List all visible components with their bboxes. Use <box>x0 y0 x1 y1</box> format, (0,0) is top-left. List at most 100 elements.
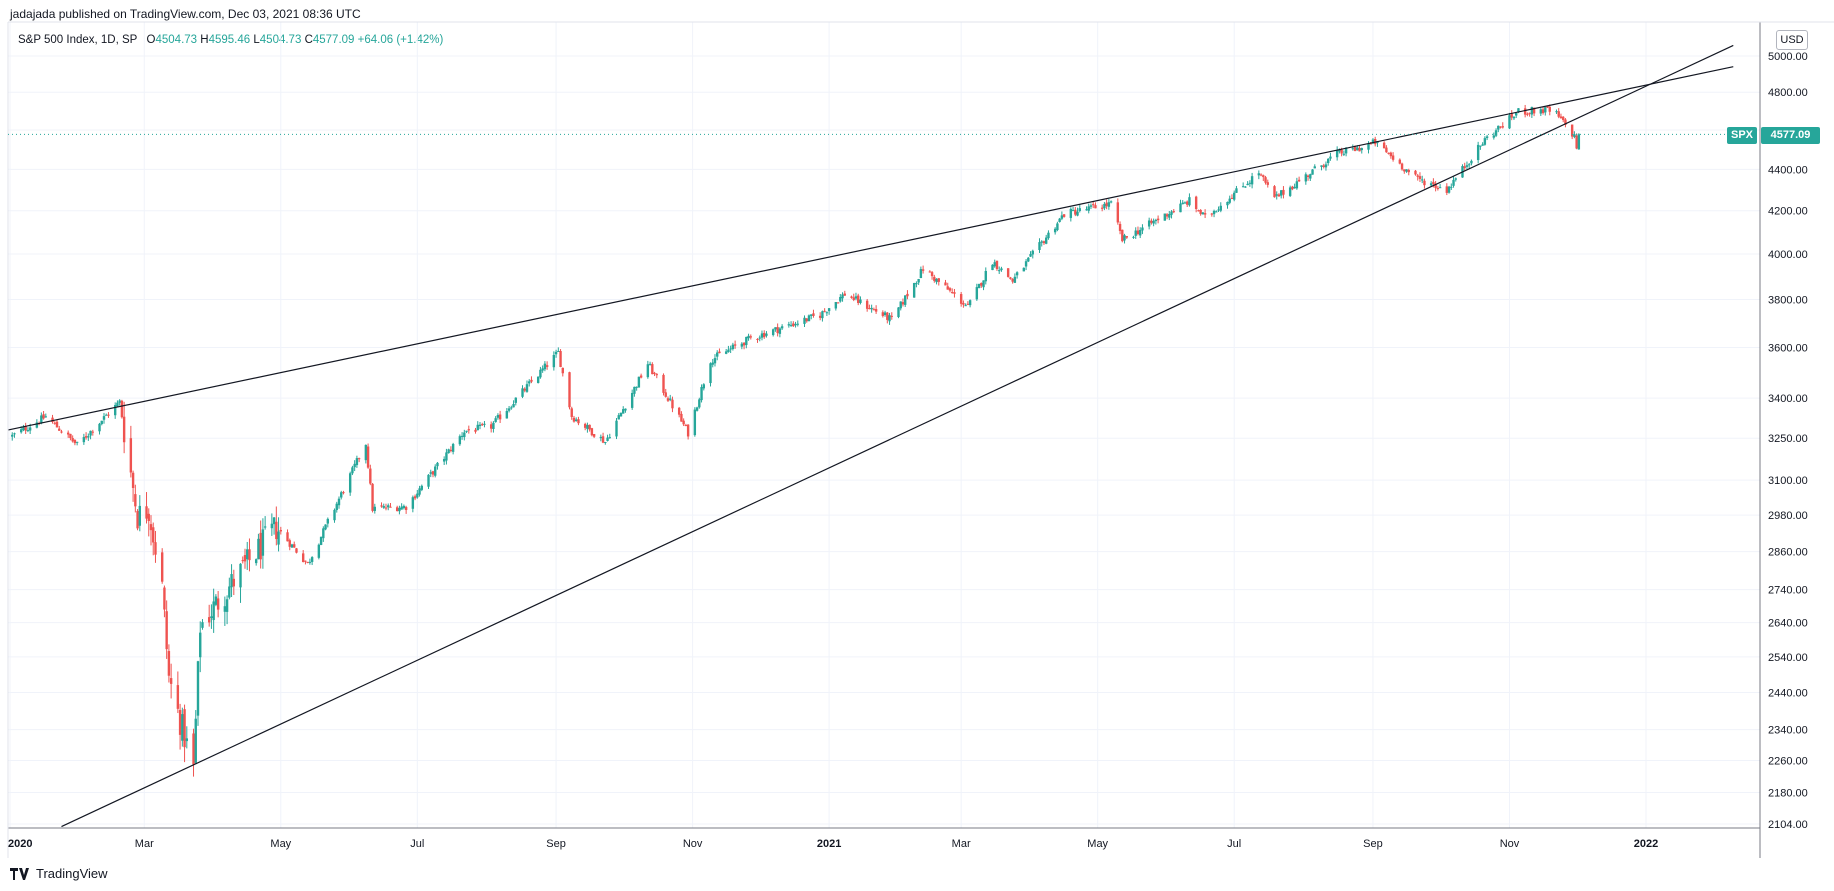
candle-body <box>418 488 421 495</box>
candle-body <box>1123 235 1126 241</box>
candle-body <box>1523 108 1527 115</box>
candle-body <box>917 279 920 283</box>
candle-body <box>899 301 902 309</box>
candle-body <box>561 367 564 374</box>
candle-body <box>1188 197 1191 206</box>
candle-body <box>933 276 936 281</box>
candle-body <box>953 292 956 294</box>
candle-body <box>1118 223 1122 231</box>
candle-body <box>183 709 186 748</box>
candle-body <box>340 492 343 498</box>
candle-body <box>702 384 705 389</box>
candle-body <box>489 424 493 429</box>
candle-body <box>1342 153 1346 155</box>
candle-body <box>382 506 385 508</box>
candle-body <box>355 458 359 466</box>
candle-body <box>729 348 732 350</box>
legend-high-label: H <box>200 34 209 46</box>
price-tick-label: 5000.00 <box>1768 51 1808 63</box>
candle-body <box>630 392 634 408</box>
candle-body <box>559 351 562 368</box>
candle-body <box>859 299 862 303</box>
candle-body <box>854 296 858 299</box>
candle-body <box>1510 113 1513 118</box>
time-tick-label: Nov <box>683 838 703 850</box>
candle-body <box>998 270 1001 272</box>
candle-body <box>964 305 967 307</box>
price-tick-label: 2740.00 <box>1768 585 1808 597</box>
candle-body <box>794 324 797 326</box>
trendline-lower <box>61 44 1734 828</box>
candle-body <box>872 309 876 311</box>
candle-body <box>805 318 808 322</box>
candle-body <box>796 323 799 325</box>
candle-body <box>1436 188 1440 190</box>
candle-body <box>389 506 392 508</box>
candle-body <box>1501 126 1504 128</box>
publisher-line: jadajada published on TradingView.com, D… <box>10 7 361 21</box>
candle-body <box>733 344 737 346</box>
candle-body <box>366 446 370 468</box>
candle-body <box>991 264 994 271</box>
footer-brand[interactable]: TradingView <box>10 866 108 881</box>
candle-body <box>1391 155 1395 160</box>
candle-body <box>1416 175 1419 177</box>
candle-body <box>1156 218 1160 221</box>
candle-body <box>416 493 419 498</box>
candle-body <box>1438 187 1442 189</box>
time-tick-label: Nov <box>1500 838 1520 850</box>
candle-body <box>1403 169 1406 172</box>
candle-body <box>301 553 305 563</box>
candle-body <box>841 294 844 299</box>
candle-body <box>364 444 368 461</box>
candle-body <box>968 300 972 306</box>
candle-body <box>684 425 688 427</box>
candle-body <box>944 282 947 286</box>
candle-body <box>1561 116 1565 120</box>
candle-body <box>241 560 244 562</box>
candle-body <box>1291 186 1294 190</box>
price-tick-label: 2860.00 <box>1768 547 1808 559</box>
currency-button[interactable]: USD <box>1776 30 1808 50</box>
candlestick-series <box>11 104 1581 777</box>
candle-body <box>1311 169 1314 175</box>
candle-body <box>827 308 831 312</box>
candle-body <box>857 295 860 303</box>
candle-body <box>1085 209 1088 211</box>
candle-body <box>995 260 999 270</box>
candle-body <box>1132 236 1135 238</box>
candle-body <box>478 424 482 427</box>
candle-body <box>959 294 963 304</box>
candle-body <box>1423 180 1426 186</box>
candle-body <box>713 358 717 364</box>
candle-body <box>1389 152 1393 157</box>
candle-body <box>1555 111 1558 113</box>
candle-body <box>116 402 119 407</box>
candle-body <box>745 336 748 346</box>
legend-low-label: L <box>253 34 260 46</box>
candle-body <box>102 416 106 420</box>
candle-body <box>1577 134 1581 150</box>
candle-body <box>460 435 464 437</box>
candle-body <box>210 616 213 618</box>
candle-body <box>1530 106 1534 115</box>
candle-body <box>1309 174 1312 179</box>
candle-body <box>870 307 873 310</box>
candle-body <box>1230 197 1234 199</box>
candle-body <box>1546 105 1549 108</box>
candle-body <box>270 523 274 529</box>
candle-body <box>1447 186 1451 193</box>
candle-body <box>192 733 195 765</box>
candle-body <box>993 262 996 267</box>
candle-body <box>380 505 383 507</box>
time-tick-label: Jul <box>1227 838 1241 850</box>
candle-body <box>724 351 728 354</box>
legend-high-value: 4595.46 <box>208 34 251 46</box>
candle-body <box>928 271 932 273</box>
candle-body <box>1078 208 1081 211</box>
price-tick-label: 3800.00 <box>1768 294 1808 306</box>
price-axis: 5000.00 4800.00 4400.00 4200.00 4000.00 3800.… <box>1768 51 1808 831</box>
candle-body <box>695 407 699 411</box>
candle-body <box>839 296 842 302</box>
